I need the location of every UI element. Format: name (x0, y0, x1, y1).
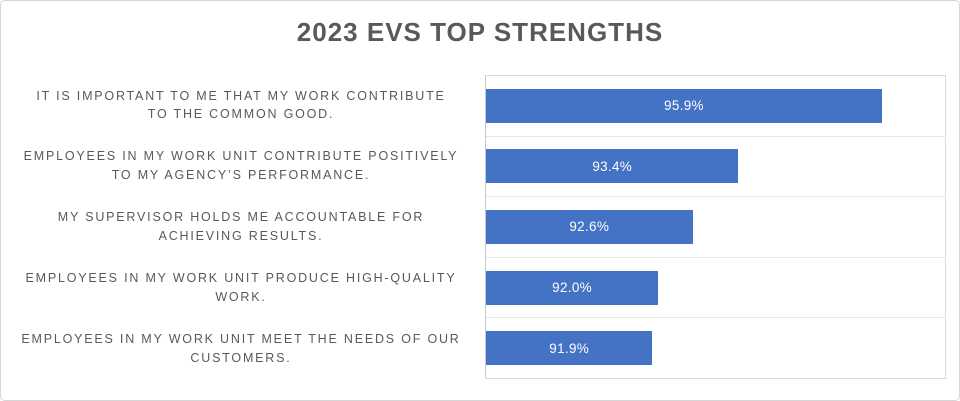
bar: 92.6% (486, 209, 693, 244)
bar-row: 92.6% (486, 197, 945, 258)
bar: 95.9% (486, 88, 882, 123)
category-label: MY SUPERVISOR HOLDS ME ACCOUNTABLE FOR AC… (57, 210, 425, 243)
bar-value-label: 92.0% (552, 280, 592, 296)
bar: 93.4% (486, 149, 739, 184)
plot-area: 95.9% 93.4% 92.6% 92.0% 91.9% (485, 75, 946, 379)
category-label: EMPLOYEES IN MY WORK UNIT MEET THE NEEDS… (21, 331, 461, 365)
bar-row: 92.0% (486, 258, 945, 319)
bar: 92.0% (486, 270, 659, 305)
category-label: EMPLOYEES IN MY WORK UNIT PRODUCE HIGH-Q… (25, 271, 457, 304)
bar-value-label: 93.4% (592, 158, 633, 174)
bar-value-label: 92.6% (569, 219, 610, 235)
category-axis: IT IS IMPORTANT TO ME THAT MY WORK CONTR… (7, 75, 475, 379)
bar-value-label: 95.9% (664, 98, 704, 114)
category-label: EMPLOYEES IN MY WORK UNIT CONTRIBUTE POS… (23, 149, 459, 183)
bar: 91.9% (486, 331, 653, 366)
bar-value-label: 91.9% (549, 340, 590, 356)
bar-row: 91.9% (486, 318, 945, 378)
bar-row: 95.9% (486, 76, 945, 137)
bar-row: 93.4% (486, 137, 945, 198)
chart-title: 2023 EVS TOP STRENGTHS (296, 17, 664, 47)
category-label: IT IS IMPORTANT TO ME THAT MY WORK CONTR… (36, 88, 446, 122)
